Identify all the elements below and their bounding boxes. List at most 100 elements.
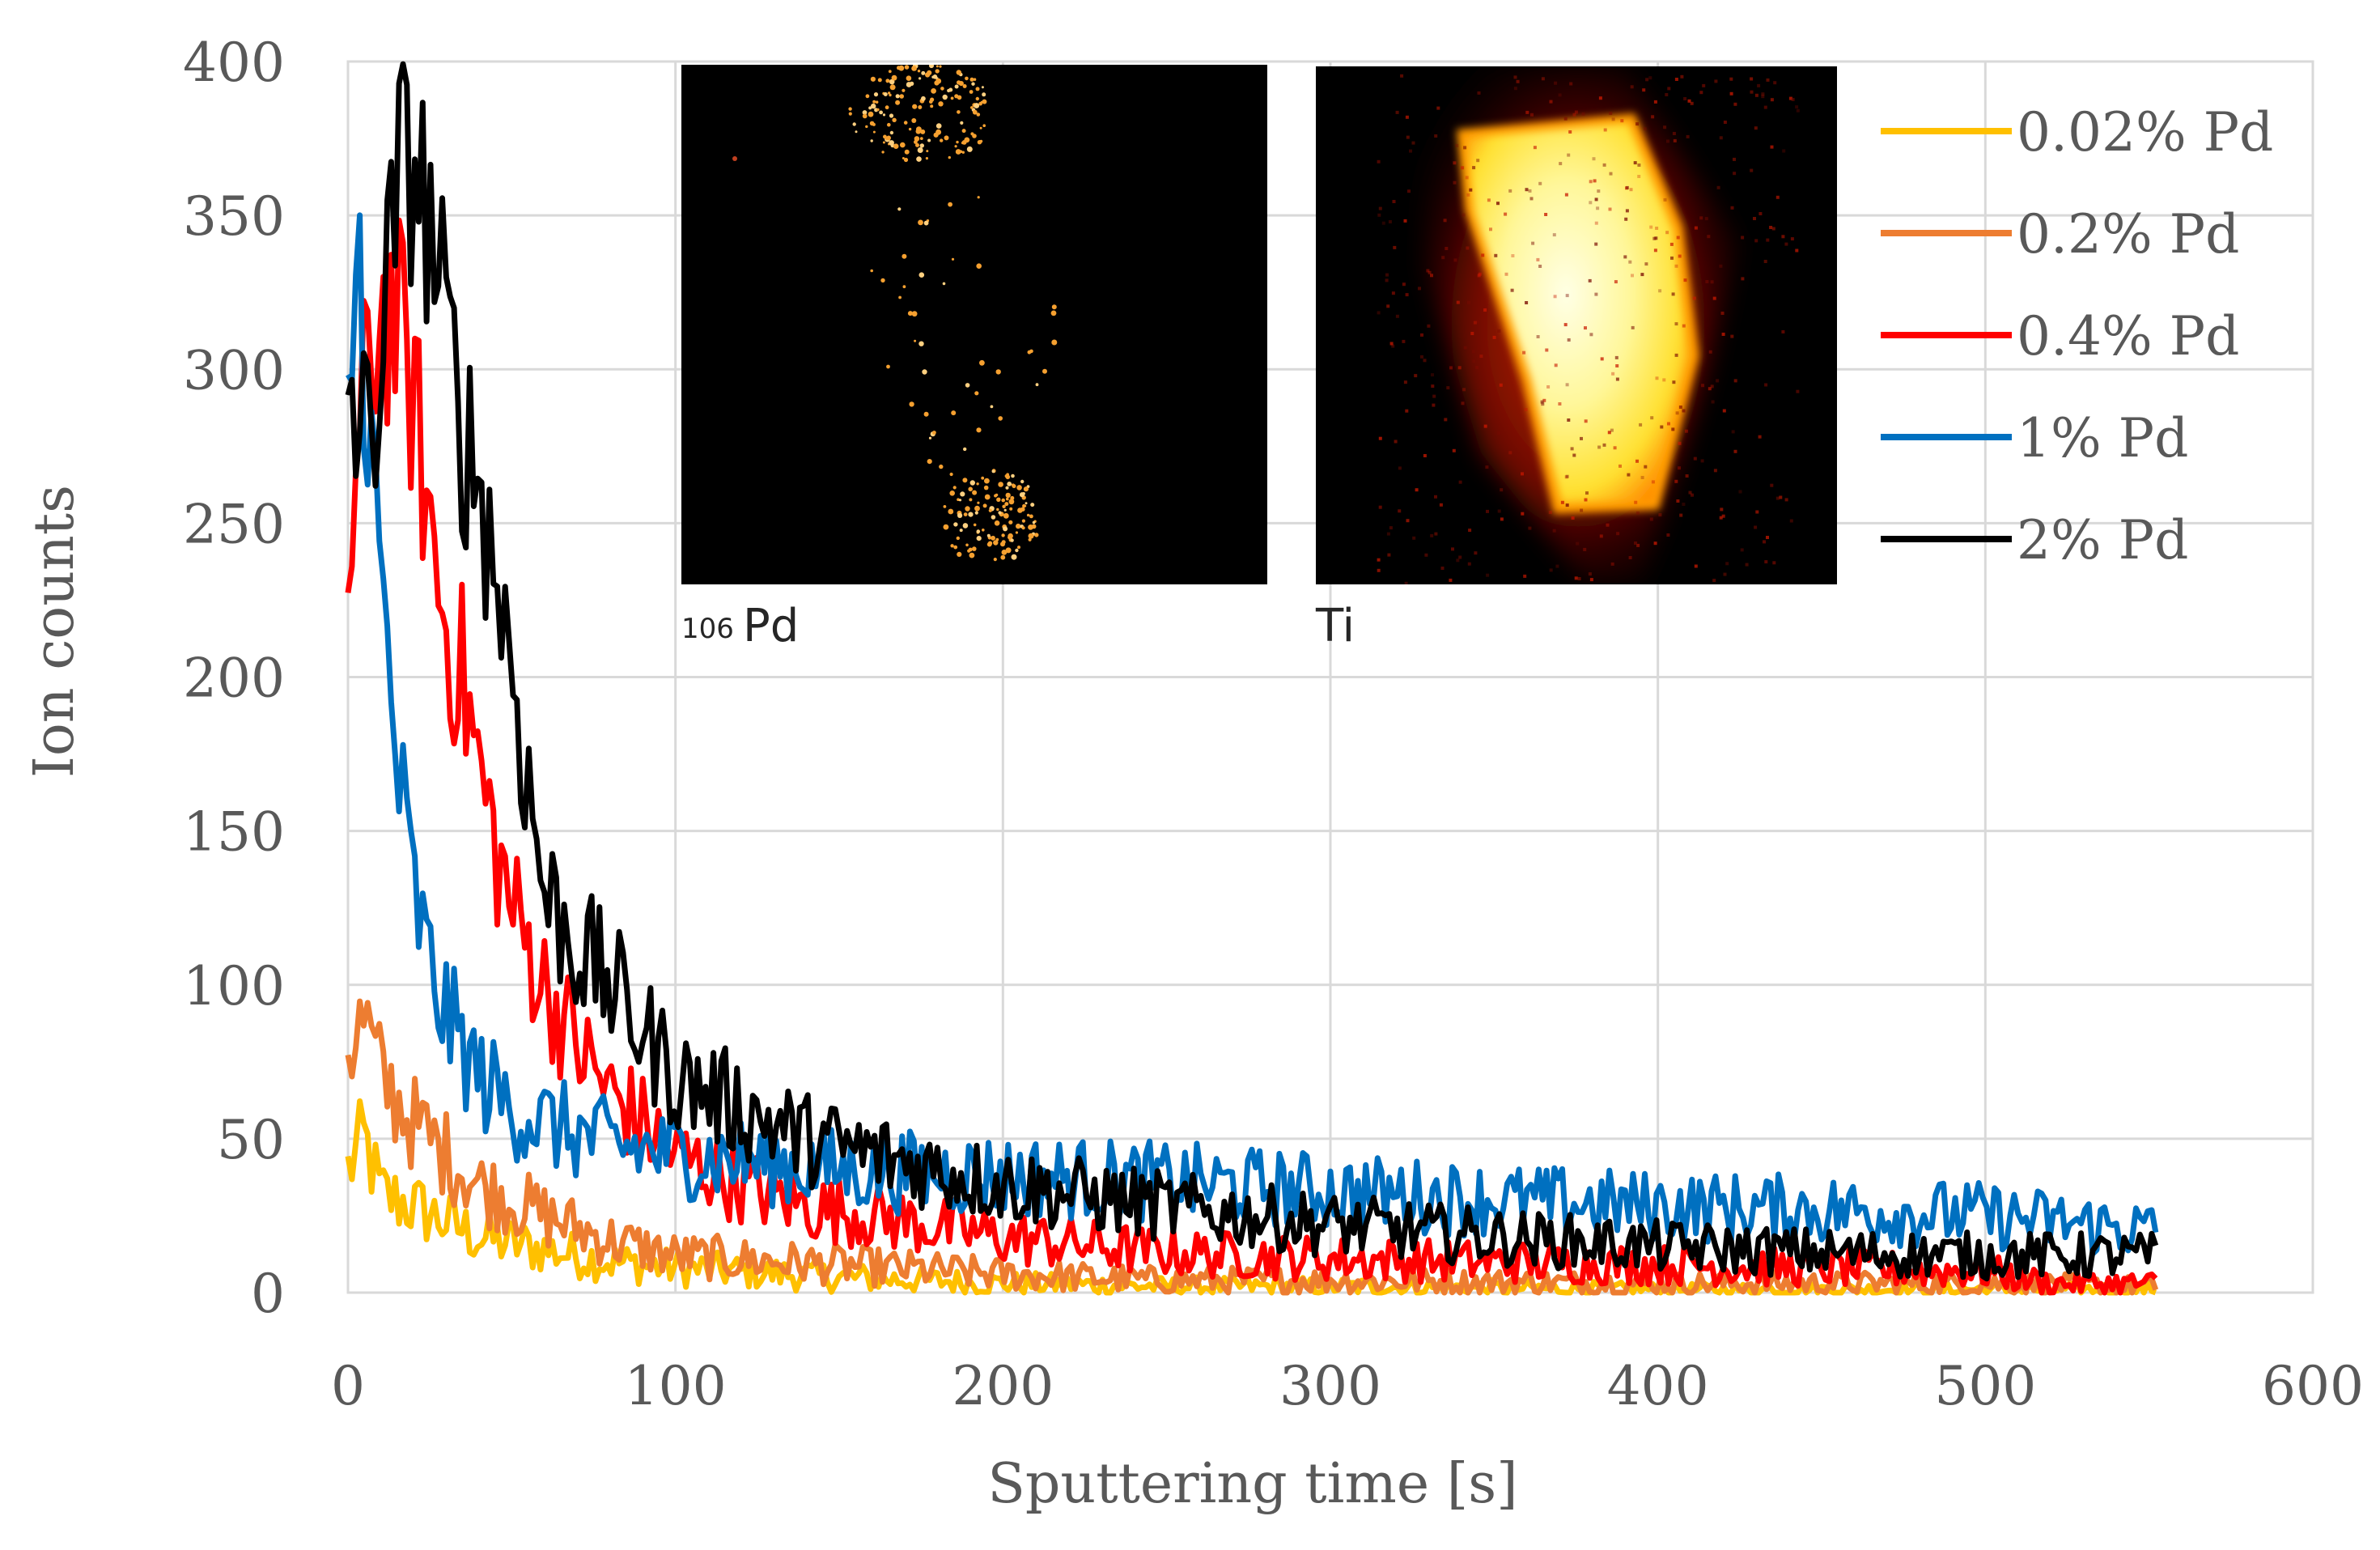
ti-speckle-dot [1525,188,1529,192]
pd-dot [1020,507,1025,512]
pd-dot [948,508,954,515]
series-line-3 [346,212,2159,1257]
ti-speckle-dot [1623,255,1627,259]
ti-speckle-dot [1713,469,1717,473]
ti-speckle-dot [1387,553,1391,557]
ti-speckle-dot [1598,96,1602,100]
pd-dot [984,478,990,484]
pd-dot [998,416,1003,421]
ti-speckle-dot [1674,479,1678,483]
ti-speckle-dot [1414,374,1418,378]
ti-speckle-dot [1377,159,1381,163]
ti-speckle-dot [1653,541,1657,546]
ti-speckle-dot [1693,457,1697,461]
ti-speckle-dot [1434,134,1438,138]
pd-dot [957,551,962,558]
ti-speckle-dot [1674,322,1678,326]
y-tick-label-7: 350 [183,185,285,248]
pd-dot [979,139,983,143]
ti-speckle-dot [1500,488,1504,492]
pd-dot [911,66,917,71]
ti-speckle-dot [1712,579,1716,583]
pd-dot [919,143,925,148]
pd-map-mass-label: 106 [681,613,734,645]
ti-speckle-dot [1485,465,1489,469]
ti-speckle-dot [1398,509,1402,513]
ti-speckle-dot [1584,498,1588,502]
ti-speckle-dot [1436,106,1440,110]
ti-speckle-dot [1784,242,1788,246]
pd-dot [887,122,891,127]
ti-speckle-dot [1541,402,1545,406]
ti-speckle-dot [1516,79,1520,83]
legend-label-3: 1% Pd [2017,407,2188,469]
ti-speckle-dot [1403,219,1407,223]
pd-dot [951,257,955,261]
ti-speckle-dot [1576,541,1580,546]
pd-dot [984,494,991,500]
ti-speckle-dot [1757,83,1761,87]
ti-speckle-dot [1538,265,1542,268]
pd-dot [921,70,926,75]
pd-dot [942,94,948,100]
ti-speckle-dot [1675,411,1679,415]
pd-dot [855,130,858,134]
ti-speckle-dot [1386,304,1390,308]
ti-speckle-dot [1394,440,1398,444]
ti-speckle-dot [1741,236,1745,240]
ti-speckle-dot [1475,366,1479,369]
pd-dot [976,427,982,433]
ti-speckle-dot [1738,490,1742,494]
ti-speckle-dot [1740,548,1744,552]
ti-speckle-dot [1723,121,1727,124]
pd-dot [956,140,959,144]
pd-dot [964,137,970,143]
ti-speckle-dot [1766,78,1770,82]
pd-dot [865,94,870,99]
ti-speckle-dot [1649,225,1653,229]
pd-dot [883,92,888,96]
ti-speckle-dot [1423,454,1427,457]
ti-speckle-dot [1682,324,1686,328]
ti-speckle-dot [1479,355,1483,359]
pd-dot [977,501,980,504]
ti-speckle-dot [1763,260,1767,263]
ti-speckle-dot [1791,97,1795,101]
x-tick-label-5: 500 [1934,1355,2036,1417]
pd-dot [1000,554,1006,560]
pd-dot [960,491,965,497]
pd-dot [1001,540,1006,545]
ti-speckle-dot [1731,430,1735,434]
pd-dot [967,549,971,553]
ti-speckle-dot [1457,366,1462,370]
ti-speckle-dot [1431,373,1434,377]
ti-speckle-dot [1497,431,1501,435]
ti-speckle-dot [1388,220,1392,223]
ti-speckle-dot [1489,227,1492,231]
pd-dot [1020,479,1025,484]
pd-dot [908,127,912,131]
ti-speckle-dot [1637,175,1641,178]
pd-dot [1030,503,1035,507]
pd-dot [973,523,977,527]
pd-dot [902,157,905,159]
ti-speckle-dot [1496,202,1500,206]
ti-speckle-dot [1669,242,1674,246]
pd-dot [898,295,902,299]
ti-speckle-dot [1730,206,1734,210]
pd-dot [902,253,907,259]
pd-dot [935,123,942,129]
pd-dot [950,96,954,100]
ti-speckle-dot [1781,235,1785,239]
pd-dot [880,278,885,283]
ti-speckle-dot [1652,236,1657,240]
ti-speckle-dot [1555,564,1559,568]
ti-speckle-dot [1594,221,1598,225]
pd-dot [995,369,1001,375]
pd-dot [931,75,935,79]
ti-speckle-dot [1596,206,1600,210]
pd-dot [918,341,924,346]
ti-speckle-dot [1711,400,1715,404]
pd-dot [982,124,986,127]
